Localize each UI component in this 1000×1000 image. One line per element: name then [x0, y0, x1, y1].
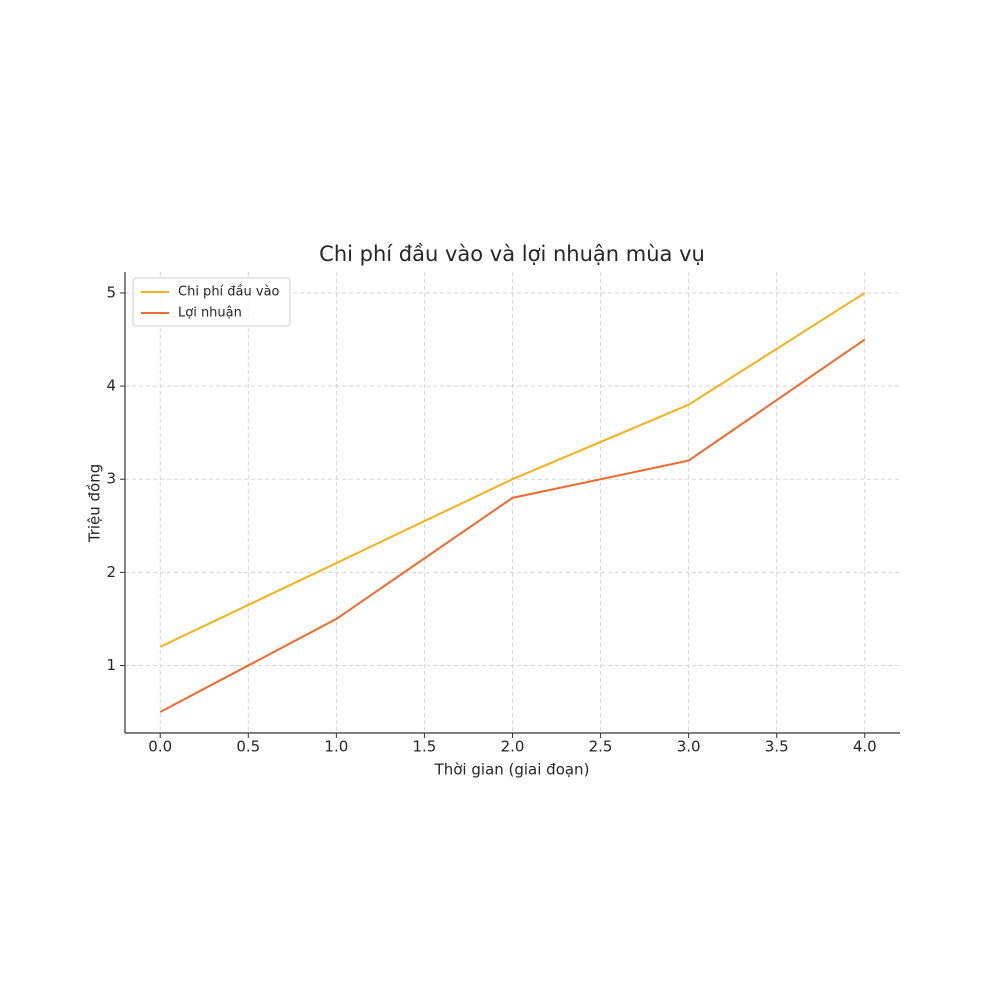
y-tick-label: 3: [106, 470, 116, 488]
y-tick-label: 4: [106, 377, 116, 395]
x-tick-label: 2.0: [501, 738, 525, 756]
series-line: [159, 338, 866, 713]
chart-title: Chi phí đầu vào và lợi nhuận mùa vụ: [319, 242, 705, 266]
x-tick-label: 4.0: [853, 738, 877, 756]
x-tick-label: 1.0: [324, 738, 348, 756]
x-tick-label: 0.0: [148, 738, 172, 756]
legend-box: [132, 277, 291, 327]
x-axis-label: Thời gian (giai đoạn): [434, 761, 590, 779]
legend-label: Chi phí đầu vào: [178, 285, 280, 300]
x-tick-label: 3.0: [677, 738, 701, 756]
x-tick-label: 3.5: [765, 738, 789, 756]
y-tick-label: 5: [106, 283, 116, 301]
y-axis-label: Triệu đồng: [86, 464, 104, 544]
x-tick-label: 1.5: [413, 738, 437, 756]
x-tick-label: 0.5: [236, 738, 260, 756]
y-tick-label: 1: [106, 656, 116, 674]
series-line: [159, 292, 866, 648]
legend-label: Lợi nhuận: [178, 306, 242, 321]
y-tick-label: 2: [106, 563, 116, 581]
x-tick-label: 2.5: [589, 738, 613, 756]
